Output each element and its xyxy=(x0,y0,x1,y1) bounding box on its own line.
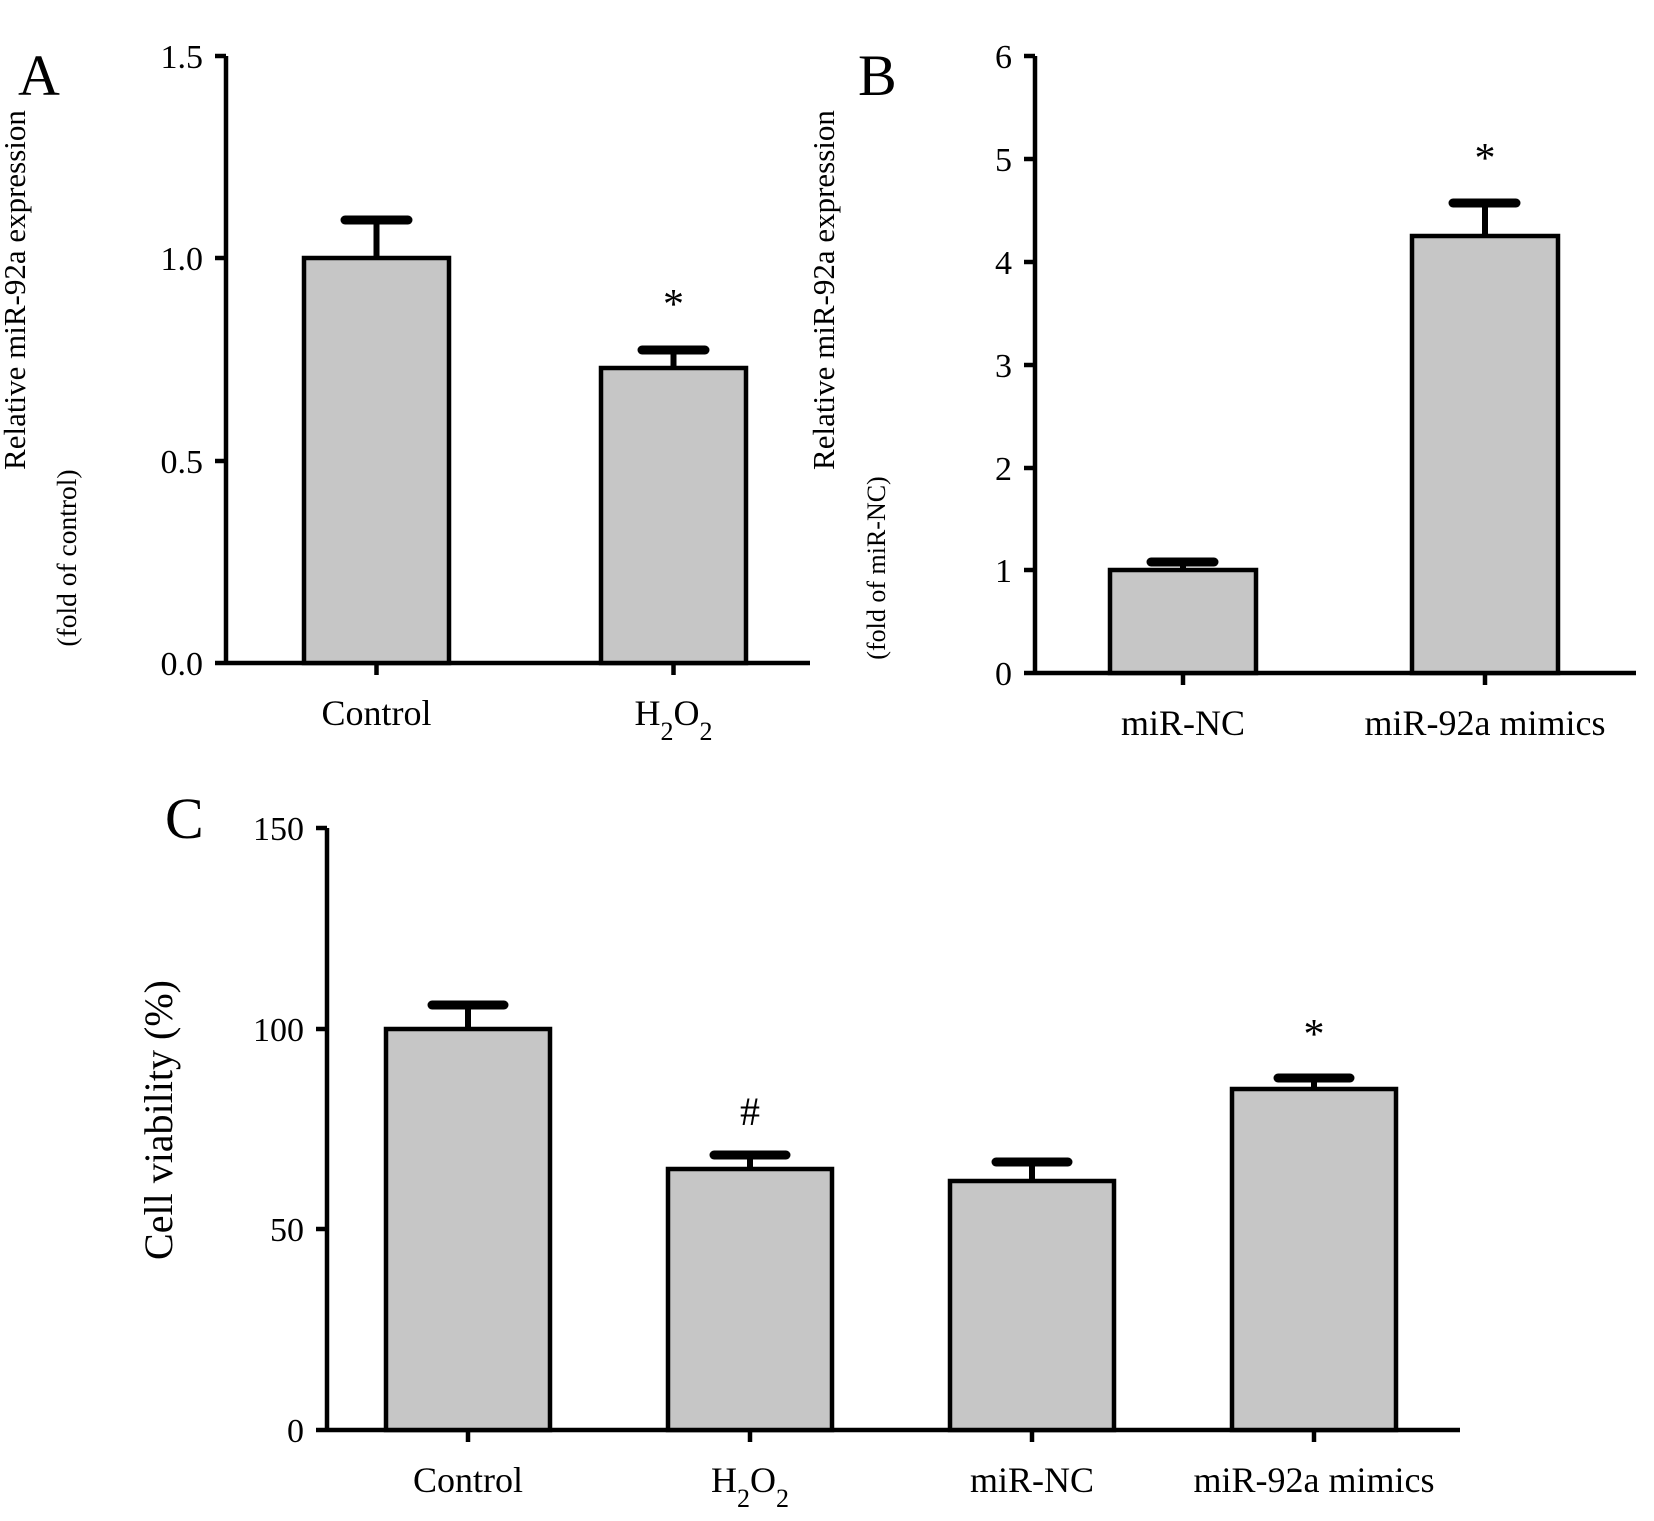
svg-text:50: 50 xyxy=(270,1212,304,1249)
svg-text:*: * xyxy=(663,282,684,328)
svg-text:0: 0 xyxy=(287,1413,304,1450)
svg-text:miR-92a mimics: miR-92a mimics xyxy=(1365,703,1606,743)
svg-text:6: 6 xyxy=(995,39,1012,76)
svg-text:B: B xyxy=(858,43,897,108)
svg-text:1.5: 1.5 xyxy=(161,39,204,76)
svg-text:Control: Control xyxy=(321,693,431,733)
svg-text:miR-NC: miR-NC xyxy=(1121,703,1245,743)
svg-text:Cell viability (%): Cell viability (%) xyxy=(136,980,181,1260)
svg-text:4: 4 xyxy=(995,245,1012,282)
svg-text:1: 1 xyxy=(995,553,1012,590)
svg-text:Control: Control xyxy=(413,1460,523,1500)
svg-text:150: 150 xyxy=(253,811,304,848)
svg-text:5: 5 xyxy=(995,142,1012,179)
svg-text:3: 3 xyxy=(995,348,1012,385)
svg-text:Relative miR-92a expression: Relative miR-92a expression xyxy=(0,110,32,470)
svg-text:*: * xyxy=(1475,136,1496,182)
svg-text:0: 0 xyxy=(995,656,1012,693)
svg-text:A: A xyxy=(18,43,60,108)
svg-text:#: # xyxy=(740,1089,760,1134)
svg-text:(fold of control): (fold of control) xyxy=(51,469,82,646)
svg-text:C: C xyxy=(165,786,204,851)
svg-text:(fold of miR-NC): (fold of miR-NC) xyxy=(862,476,891,659)
svg-text:miR-NC: miR-NC xyxy=(970,1460,1094,1500)
svg-text:1.0: 1.0 xyxy=(161,241,204,278)
svg-text:*: * xyxy=(1304,1012,1325,1058)
svg-text:miR-92a mimics: miR-92a mimics xyxy=(1194,1460,1435,1500)
svg-text:0.5: 0.5 xyxy=(161,444,204,481)
svg-text:0.0: 0.0 xyxy=(161,646,204,683)
svg-text:2: 2 xyxy=(995,451,1012,488)
svg-text:100: 100 xyxy=(253,1012,304,1049)
svg-text:Relative miR-92a expression: Relative miR-92a expression xyxy=(806,110,841,470)
